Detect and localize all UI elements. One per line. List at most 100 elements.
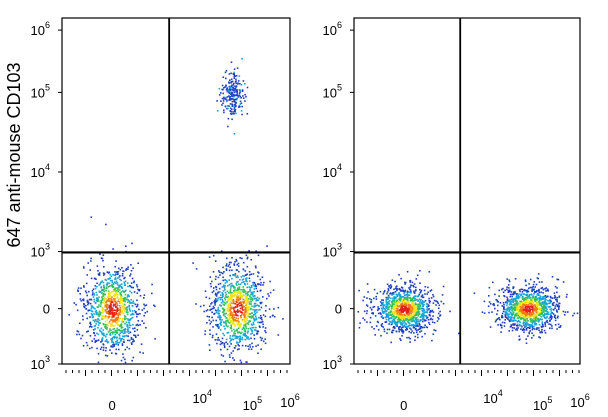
data-point [541, 321, 544, 323]
data-point [563, 314, 566, 316]
data-point [214, 339, 217, 341]
data-point [414, 292, 416, 294]
data-point [237, 276, 239, 279]
data-point [97, 318, 99, 321]
data-point [546, 312, 549, 315]
data-point [239, 278, 241, 281]
data-point [229, 308, 232, 310]
data-point [112, 344, 114, 346]
data-point [208, 297, 211, 300]
data-point [537, 320, 540, 323]
data-point [221, 337, 224, 340]
data-point [501, 305, 503, 307]
data-point [90, 309, 92, 312]
data-point [226, 281, 228, 283]
data-point [541, 286, 543, 289]
data-point [536, 292, 539, 295]
data-point [108, 304, 111, 307]
data-point [501, 321, 504, 324]
y-tick-exponent: 5 [337, 82, 342, 92]
data-point [235, 105, 237, 107]
data-point [500, 324, 503, 327]
data-point [86, 331, 88, 333]
data-point [408, 314, 411, 316]
data-point [415, 321, 418, 324]
data-point [129, 331, 132, 334]
data-point [246, 306, 249, 308]
data-point [233, 91, 236, 94]
data-point [499, 302, 502, 304]
data-point [269, 280, 271, 283]
data-point [232, 302, 235, 305]
data-point [406, 310, 408, 312]
data-point [383, 330, 386, 333]
data-point [125, 269, 127, 271]
data-point [556, 316, 559, 319]
data-point [382, 305, 385, 307]
data-point [233, 291, 235, 294]
data-point [431, 321, 434, 323]
data-point [230, 113, 233, 115]
data-point [396, 309, 399, 312]
data-point [538, 303, 541, 306]
data-point [377, 308, 380, 310]
data-point [410, 324, 412, 327]
data-point [241, 279, 244, 281]
data-point [249, 313, 251, 315]
data-point [107, 310, 110, 312]
data-point [537, 303, 539, 305]
data-point [539, 331, 541, 334]
data-point [106, 312, 109, 314]
data-point [538, 327, 540, 329]
data-point [425, 326, 428, 328]
data-point [219, 343, 222, 346]
data-point [235, 90, 237, 93]
data-point [500, 326, 503, 329]
data-point [402, 322, 404, 324]
data-point [400, 286, 403, 289]
data-point [421, 326, 424, 329]
data-point [102, 333, 105, 335]
data-point [133, 334, 135, 336]
data-point [105, 289, 107, 292]
data-point [398, 327, 400, 329]
data-point [244, 93, 246, 96]
data-point [131, 305, 134, 307]
data-point [405, 298, 407, 300]
data-point [413, 290, 415, 293]
data-point [395, 321, 398, 324]
data-point [230, 296, 232, 299]
data-point [114, 352, 117, 355]
data-point [416, 333, 419, 336]
data-point [92, 296, 95, 298]
data-point [100, 281, 103, 283]
data-point [143, 294, 146, 296]
data-point [211, 301, 213, 304]
data-point [250, 286, 253, 289]
data-point [258, 325, 261, 327]
data-point [391, 293, 393, 295]
data-point [249, 320, 251, 322]
y-tick-label: 103 [323, 242, 342, 260]
data-point [531, 328, 534, 331]
data-point [115, 343, 118, 345]
data-point [511, 314, 513, 316]
data-point [218, 87, 221, 90]
data-point [226, 348, 229, 351]
data-point [233, 87, 235, 90]
data-point [237, 280, 239, 283]
data-point [405, 314, 407, 317]
data-point [526, 321, 528, 324]
data-point [105, 335, 107, 338]
data-point [514, 297, 516, 300]
data-point [400, 327, 403, 329]
data-point [551, 304, 554, 306]
data-point [554, 314, 557, 317]
data-point [277, 334, 280, 336]
data-point [401, 305, 403, 308]
data-point [229, 110, 232, 112]
data-point [118, 348, 120, 351]
data-point [219, 319, 222, 321]
data-point [534, 317, 537, 319]
data-point [104, 300, 107, 303]
